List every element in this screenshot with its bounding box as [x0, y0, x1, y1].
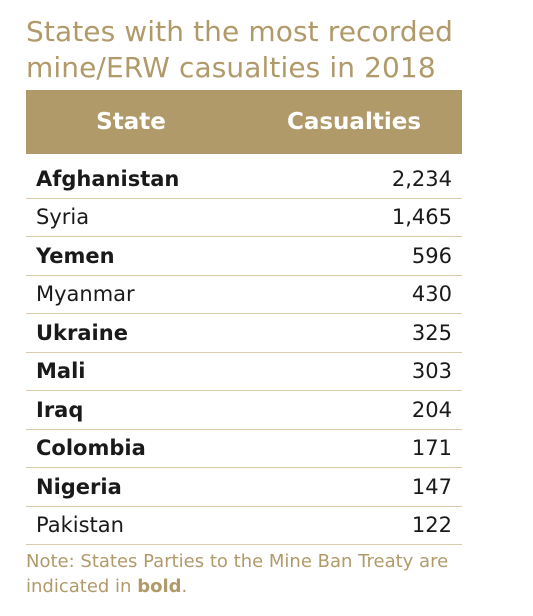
- state-cell: Yemen: [36, 243, 115, 268]
- header-casualties: Casualties: [286, 109, 422, 135]
- state-cell: Ukraine: [36, 320, 128, 345]
- casualties-table: State Casualties Afghanistan 2,234 Syria…: [26, 90, 462, 545]
- note-prefix: Note: States Parties to the Mine Ban Tre…: [26, 551, 449, 597]
- table-row: Iraq 204: [26, 391, 462, 430]
- title-line-1: States with the most recorded: [26, 15, 453, 48]
- state-cell: Myanmar: [36, 282, 135, 307]
- note-bold-word: bold: [137, 576, 182, 597]
- casualties-cell: 1,465: [391, 205, 452, 230]
- page-title: States with the most recorded mine/ERW c…: [26, 14, 486, 86]
- table-row: Pakistan 122: [26, 507, 462, 545]
- state-cell: Nigeria: [36, 474, 122, 499]
- table-header: State Casualties: [26, 90, 462, 154]
- casualties-cell: 147: [411, 474, 452, 499]
- table-row: Myanmar 430: [26, 276, 462, 314]
- footnote: Note: States Parties to the Mine Ban Tre…: [26, 549, 496, 599]
- table-row: Nigeria 147: [26, 468, 462, 507]
- casualties-cell: 430: [411, 282, 452, 307]
- title-line-2: mine/ERW casualties in 2018: [26, 51, 436, 84]
- table-row: Ukraine 325: [26, 314, 462, 353]
- casualties-cell: 171: [411, 436, 452, 461]
- state-cell: Afghanistan: [36, 166, 180, 191]
- casualties-cell: 204: [411, 397, 452, 422]
- state-cell: Colombia: [36, 436, 146, 461]
- table-row: Colombia 171: [26, 430, 462, 468]
- state-cell: Syria: [36, 205, 90, 230]
- header-state: State: [96, 109, 166, 135]
- table-row: Afghanistan 2,234: [26, 160, 462, 199]
- note-suffix: .: [181, 576, 188, 597]
- casualties-cell: 596: [411, 243, 452, 268]
- table-row: Mali 303: [26, 353, 462, 391]
- table-row: Syria 1,465: [26, 199, 462, 237]
- state-cell: Mali: [36, 359, 86, 384]
- state-cell: Iraq: [36, 397, 84, 422]
- table-row: Yemen 596: [26, 237, 462, 276]
- casualties-cell: 122: [411, 513, 452, 538]
- state-cell: Pakistan: [36, 513, 124, 538]
- casualties-cell: 325: [411, 320, 452, 345]
- casualties-cell: 2,234: [391, 166, 452, 191]
- casualties-cell: 303: [411, 359, 452, 384]
